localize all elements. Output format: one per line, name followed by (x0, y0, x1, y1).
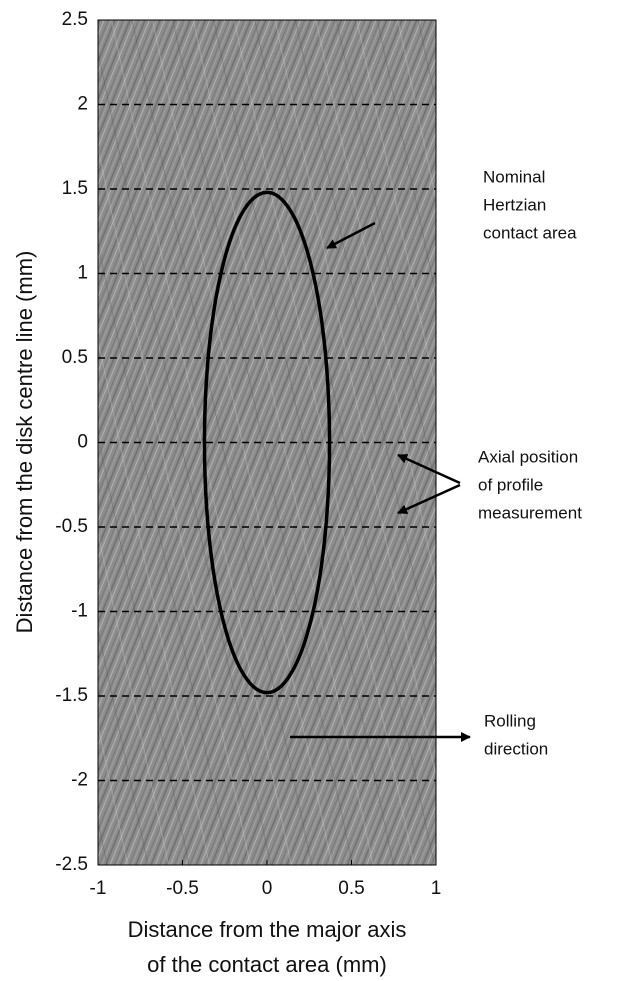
annotation-text: of profile (478, 475, 543, 494)
y-tick-label: -2.5 (55, 854, 88, 875)
axes-frame (97, 19, 437, 866)
annotation-text: measurement (478, 503, 582, 522)
annotation-arrow (326, 221, 376, 250)
x-axis-label: Distance from the major axis (128, 917, 407, 942)
x-tick-label: -0.5 (166, 878, 199, 899)
annotation-text: Rolling (484, 711, 536, 730)
y-tick-label: 2.5 (62, 9, 88, 30)
y-tick-label: -2 (71, 770, 88, 791)
annotation-arrow (397, 453, 461, 485)
y-tick-label: 0.5 (62, 347, 88, 368)
y-tick-label: 1 (77, 263, 88, 284)
annotation-text: direction (484, 739, 548, 758)
y-tick-label: 2 (77, 94, 88, 115)
x-tick-label: 0 (262, 878, 273, 899)
contact-ellipse (202, 190, 332, 695)
y-tick-label: 1.5 (62, 178, 88, 199)
annotation-text: Nominal (483, 167, 545, 186)
x-tick-label: 1 (431, 878, 442, 899)
y-axis-label: Distance from the disk centre line (mm) (12, 251, 37, 634)
x-tick-label: -1 (90, 878, 107, 899)
y-tick-label: 0 (77, 432, 88, 453)
y-tick-label: -0.5 (55, 516, 88, 537)
annotation-text: contact area (483, 223, 577, 242)
annotation-text: Axial position (478, 447, 578, 466)
x-tick-label: 0.5 (338, 878, 364, 899)
y-tick-label: -1 (71, 601, 88, 622)
annotation-arrow (397, 483, 461, 515)
x-axis-label: of the contact area (mm) (147, 952, 387, 977)
annotation-text: Hertzian (483, 195, 546, 214)
y-tick-label: -1.5 (55, 685, 88, 706)
